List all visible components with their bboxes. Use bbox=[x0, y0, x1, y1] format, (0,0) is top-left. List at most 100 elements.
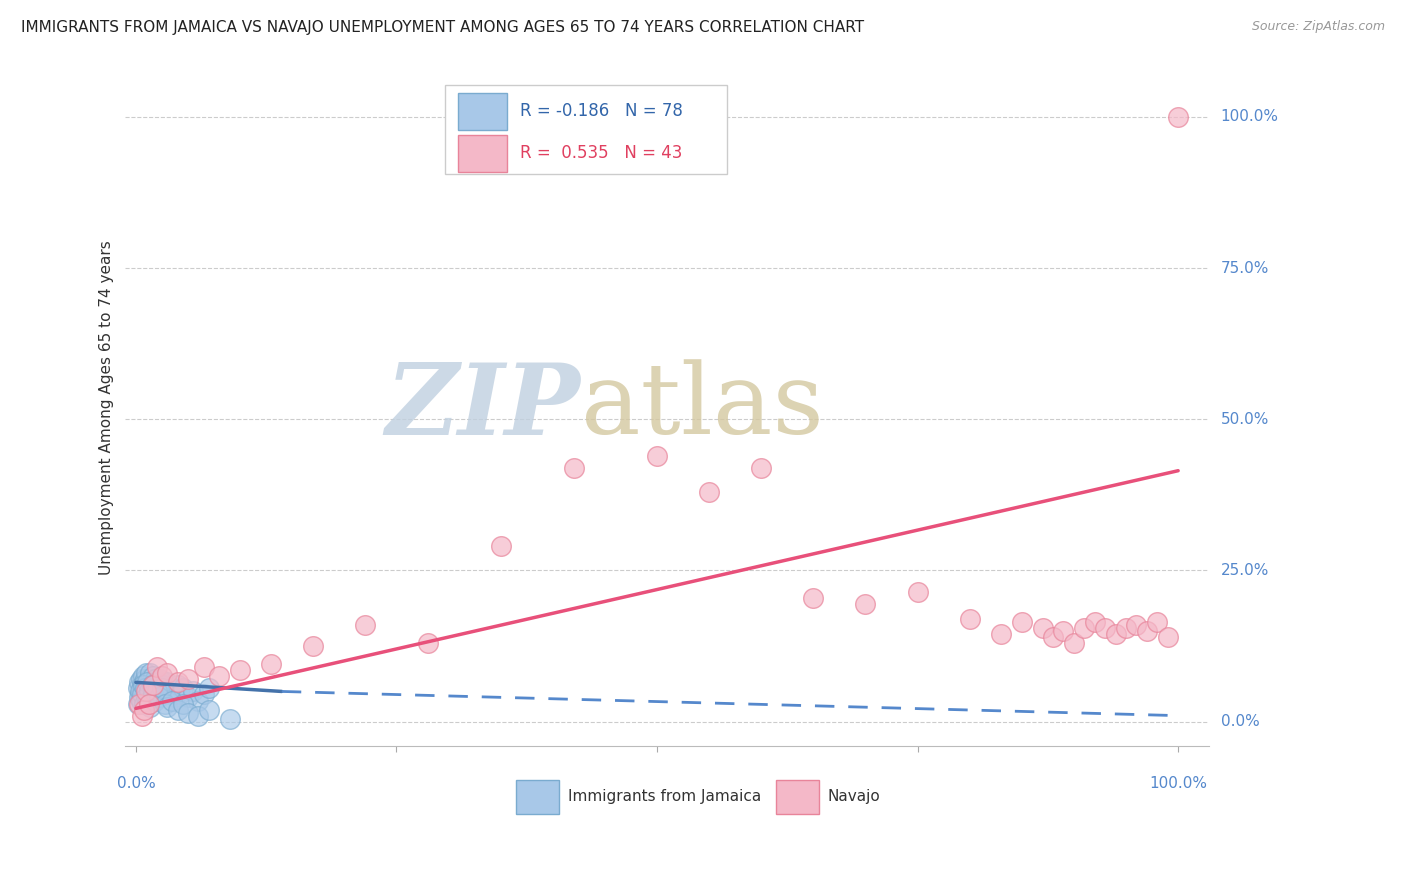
Point bbox=[138, 688, 160, 702]
Point bbox=[134, 697, 156, 711]
Point bbox=[150, 681, 173, 696]
Point bbox=[1136, 624, 1159, 638]
Point bbox=[138, 684, 160, 698]
Point bbox=[177, 673, 200, 687]
Point bbox=[229, 663, 252, 677]
Point bbox=[148, 690, 170, 705]
Text: 100.0%: 100.0% bbox=[1149, 776, 1208, 791]
Point bbox=[135, 690, 157, 705]
Point bbox=[142, 675, 165, 690]
Point bbox=[1157, 630, 1180, 644]
Bar bbox=[516, 780, 560, 814]
Point bbox=[1032, 621, 1054, 635]
Point bbox=[697, 484, 720, 499]
Point bbox=[218, 712, 240, 726]
Point bbox=[1115, 621, 1137, 635]
Point bbox=[562, 460, 585, 475]
Point bbox=[162, 681, 184, 696]
Point bbox=[157, 684, 180, 698]
Point bbox=[143, 678, 166, 692]
Point bbox=[1084, 615, 1107, 629]
Point bbox=[142, 688, 165, 702]
Text: 50.0%: 50.0% bbox=[1220, 412, 1268, 426]
Point bbox=[169, 688, 191, 702]
Point bbox=[302, 639, 325, 653]
Point bbox=[193, 688, 215, 702]
Point bbox=[907, 584, 929, 599]
Point bbox=[142, 684, 165, 698]
Point bbox=[208, 669, 231, 683]
Point bbox=[141, 681, 163, 696]
Point bbox=[166, 678, 188, 692]
Point bbox=[416, 636, 439, 650]
Point bbox=[1073, 621, 1095, 635]
Text: R = -0.186   N = 78: R = -0.186 N = 78 bbox=[520, 103, 683, 120]
Point bbox=[142, 678, 165, 692]
Point bbox=[134, 703, 156, 717]
Point bbox=[156, 666, 179, 681]
Point bbox=[131, 678, 153, 692]
Point bbox=[990, 627, 1012, 641]
Point bbox=[128, 690, 150, 705]
Point bbox=[129, 684, 152, 698]
Point bbox=[135, 684, 157, 698]
Point bbox=[198, 681, 221, 696]
Point bbox=[136, 690, 159, 705]
Point bbox=[132, 669, 155, 683]
Point bbox=[187, 708, 209, 723]
Text: Navajo: Navajo bbox=[828, 789, 880, 805]
Point bbox=[1125, 618, 1147, 632]
Point bbox=[128, 675, 150, 690]
Point bbox=[162, 693, 184, 707]
Text: 100.0%: 100.0% bbox=[1220, 110, 1278, 124]
Point bbox=[136, 675, 159, 690]
Point bbox=[131, 688, 153, 702]
Point bbox=[177, 706, 200, 720]
Point bbox=[1167, 110, 1189, 124]
Point bbox=[489, 539, 512, 553]
Point bbox=[172, 681, 194, 696]
FancyBboxPatch shape bbox=[446, 86, 727, 174]
Point bbox=[134, 673, 156, 687]
Text: 0.0%: 0.0% bbox=[1220, 714, 1260, 729]
Point bbox=[165, 690, 187, 705]
Point bbox=[138, 684, 160, 698]
Point bbox=[138, 673, 160, 687]
Point bbox=[187, 693, 209, 707]
Point bbox=[127, 681, 149, 696]
Point bbox=[145, 688, 167, 702]
Point bbox=[156, 675, 179, 690]
Point bbox=[142, 669, 165, 683]
Point bbox=[141, 690, 163, 705]
Point bbox=[354, 618, 377, 632]
Point bbox=[135, 666, 157, 681]
Text: 0.0%: 0.0% bbox=[117, 776, 155, 791]
Y-axis label: Unemployment Among Ages 65 to 74 years: Unemployment Among Ages 65 to 74 years bbox=[100, 240, 114, 574]
Point bbox=[136, 681, 159, 696]
Point bbox=[139, 699, 162, 714]
Text: 25.0%: 25.0% bbox=[1220, 563, 1268, 578]
Point bbox=[156, 699, 179, 714]
Text: Immigrants from Jamaica: Immigrants from Jamaica bbox=[568, 789, 761, 805]
Text: R =  0.535   N = 43: R = 0.535 N = 43 bbox=[520, 145, 682, 162]
Point bbox=[131, 690, 153, 705]
Point bbox=[166, 675, 188, 690]
Point bbox=[153, 697, 176, 711]
Point bbox=[139, 666, 162, 681]
Point bbox=[134, 684, 156, 698]
Point bbox=[166, 703, 188, 717]
Point bbox=[1146, 615, 1168, 629]
Point bbox=[138, 693, 160, 707]
Point bbox=[150, 681, 173, 696]
Text: IMMIGRANTS FROM JAMAICA VS NAVAJO UNEMPLOYMENT AMONG AGES 65 TO 74 YEARS CORRELA: IMMIGRANTS FROM JAMAICA VS NAVAJO UNEMPL… bbox=[21, 20, 865, 35]
Point bbox=[172, 697, 194, 711]
Point bbox=[198, 703, 221, 717]
Point bbox=[145, 660, 167, 674]
Point bbox=[134, 675, 156, 690]
Point bbox=[138, 697, 160, 711]
Point bbox=[1052, 624, 1074, 638]
Point bbox=[149, 673, 172, 687]
Point bbox=[134, 681, 156, 696]
Point bbox=[177, 690, 200, 705]
Bar bbox=[458, 93, 508, 130]
